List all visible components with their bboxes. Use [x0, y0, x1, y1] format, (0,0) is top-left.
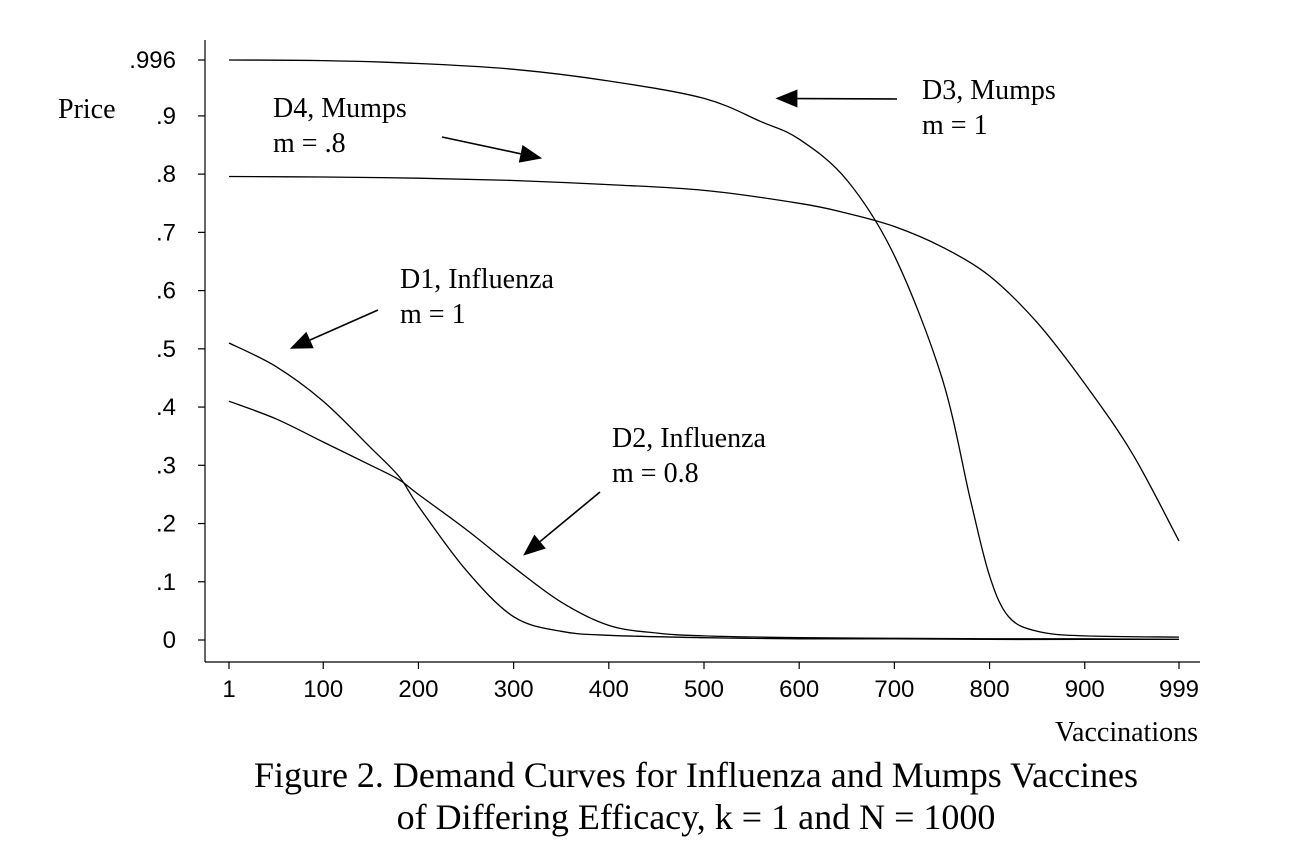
- y-tick-label: .1: [156, 569, 176, 596]
- arrow-head: [289, 331, 314, 349]
- annotation-label: m = 1: [922, 110, 988, 141]
- arrow-shaft: [539, 491, 601, 543]
- annotation-d2: D2, Influenza m = 0.8: [523, 423, 767, 556]
- chart-ticks: 0 .1 .2 .3 .4 .5 .6 .7 .8 .9 .996 1 100 200 300 400 500 6…: [129, 47, 1199, 703]
- x-tick-label: 800: [970, 676, 1010, 703]
- y-tick-label: .6: [156, 278, 176, 305]
- y-tick-label: .996: [129, 47, 176, 74]
- y-axis-label: Price: [58, 94, 116, 125]
- y-tick-label: .2: [156, 511, 176, 538]
- y-tick-label: 0: [163, 627, 176, 654]
- arrow-head: [523, 534, 546, 556]
- annotation-d1: D1, Influenza m = 1: [289, 264, 555, 349]
- x-tick-label: 200: [398, 676, 438, 703]
- chart-axes: [204, 40, 1200, 663]
- x-tick-label: 1: [222, 676, 235, 703]
- annotation-label: D2, Influenza: [612, 423, 767, 454]
- demand-curve-d2: [228, 400, 1180, 641]
- annotation-label: D3, Mumps: [922, 75, 1056, 106]
- y-tick-label: .7: [156, 219, 176, 246]
- annotation-label: m = 1: [400, 299, 466, 330]
- x-tick-label: 100: [303, 676, 343, 703]
- caption-line-1: Figure 2. Demand Curves for Influenza an…: [253, 755, 1139, 795]
- y-tick-label: .9: [156, 103, 176, 130]
- arrow-shaft: [309, 309, 379, 341]
- annotation-label: m = .8: [273, 128, 346, 159]
- x-tick-label: 400: [589, 676, 629, 703]
- x-tick-label: 500: [684, 676, 724, 703]
- annotation-d3: D3, Mumps m = 1: [775, 75, 1056, 141]
- demand-curve-d4: [228, 175, 1180, 542]
- annotation-d4: D4, Mumps m = .8: [273, 93, 543, 163]
- y-tick-label: .4: [156, 394, 176, 421]
- chart-annotations: D1, Influenza m = 1 D2, Influenza m = 0.8 D3…: [273, 75, 1056, 556]
- y-tick-label: .8: [156, 161, 176, 188]
- caption-line-2: of Differing Efficacy, k = 1 and N = 100…: [396, 797, 996, 837]
- arrow-head: [775, 89, 798, 108]
- x-axis-label: Vaccinations: [1055, 717, 1198, 748]
- x-tick-label: 900: [1065, 676, 1105, 703]
- annotation-label: D1, Influenza: [400, 264, 555, 295]
- figure-caption: Figure 2. Demand Curves for Influenza an…: [0, 754, 1300, 838]
- arrow-head: [518, 145, 543, 163]
- arrow-shaft: [441, 136, 521, 155]
- x-tick-label: 700: [874, 676, 914, 703]
- annotation-label: D4, Mumps: [273, 93, 407, 124]
- x-tick-label: 300: [494, 676, 534, 703]
- annotation-label: m = 0.8: [612, 458, 699, 489]
- y-tick-label: .3: [156, 452, 176, 479]
- demand-curve-d1: [228, 342, 1179, 641]
- chart-series: [228, 59, 1180, 641]
- demand-curve-d3: [228, 59, 1180, 638]
- y-tick-label: .5: [156, 336, 176, 363]
- x-tick-label: 600: [779, 676, 819, 703]
- x-tick-label: 999: [1159, 676, 1199, 703]
